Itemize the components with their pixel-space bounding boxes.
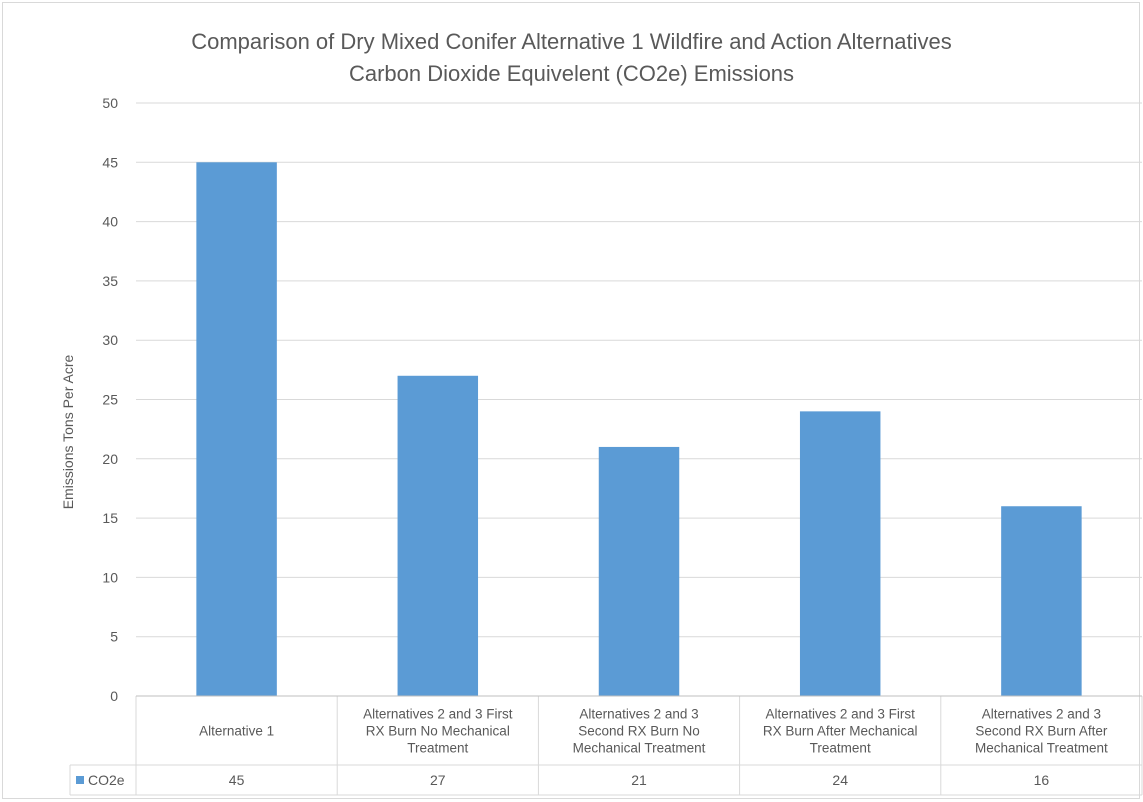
data-table-value: 21 — [631, 772, 647, 788]
chart-title-line-2: Carbon Dioxide Equivelent (CO2e) Emissio… — [348, 61, 795, 86]
y-tick-label: 15 — [102, 510, 118, 526]
data-table-value: 24 — [832, 772, 848, 788]
category-label: Alternatives 2 and 3 Second RX Burn No Mec… — [573, 707, 706, 756]
y-tick-label: 20 — [102, 451, 118, 467]
legend-label: CO2e — [88, 772, 125, 788]
category-label: Alternatives 2 and 3 First RX Burn No Mec… — [363, 707, 513, 756]
legend-swatch — [76, 776, 84, 784]
data-table-value: 45 — [229, 772, 245, 788]
bar — [1001, 506, 1082, 696]
y-tick-label: 40 — [102, 214, 118, 230]
y-tick-label: 50 — [102, 95, 118, 111]
category-label: Alternatives 2 and 3 Second RX Burn After… — [975, 707, 1108, 756]
y-tick-label: 35 — [102, 273, 118, 289]
category-label: Alternative 1 — [199, 724, 274, 739]
chart-title-line-1: Comparison of Dry Mixed Conifer Alternat… — [191, 29, 952, 54]
category-label: Alternatives 2 and 3 First RX Burn After … — [763, 707, 918, 756]
bar — [598, 446, 680, 696]
data-table-value: 27 — [430, 772, 446, 788]
data-table-value: 16 — [1034, 772, 1050, 788]
chart-title: Comparison of Dry Mixed Conifer Alternat… — [0, 26, 1143, 90]
bar — [196, 162, 277, 697]
y-tick-label: 30 — [102, 332, 118, 348]
bar — [799, 411, 881, 696]
bar — [397, 375, 479, 696]
y-tick-label: 5 — [110, 629, 118, 645]
y-tick-label: 10 — [102, 569, 118, 585]
y-tick-label: 0 — [110, 688, 118, 704]
y-tick-label: 25 — [102, 392, 118, 408]
y-tick-label: 45 — [102, 154, 118, 170]
